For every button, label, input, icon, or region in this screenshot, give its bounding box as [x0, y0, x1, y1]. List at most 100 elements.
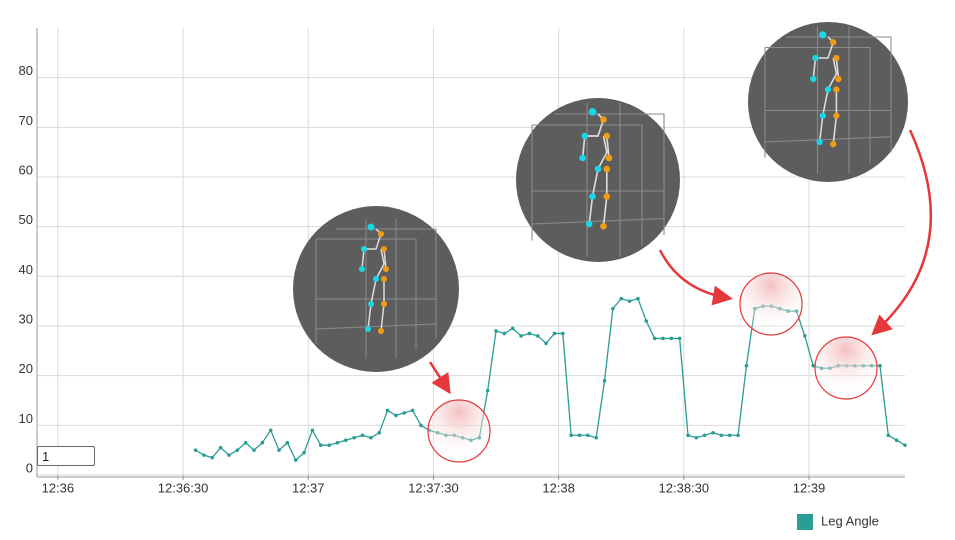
point: [636, 296, 640, 301]
pose-images: [293, 22, 908, 372]
point: [344, 438, 348, 443]
highlights: [427, 272, 878, 463]
point: [369, 435, 373, 440]
point: [494, 329, 498, 333]
point: [402, 411, 407, 415]
point: [677, 336, 682, 341]
point: [602, 378, 607, 383]
point: [485, 388, 490, 393]
x-tick-label: 12:36: [42, 480, 75, 495]
x-tick-label: 12:37:30: [408, 480, 459, 495]
point: [218, 445, 223, 450]
point: [878, 363, 882, 368]
point: [903, 443, 907, 448]
point: [510, 326, 515, 331]
y-tick-label: 30: [19, 311, 33, 326]
legend-label: Leg Angle: [821, 513, 879, 528]
point: [302, 450, 306, 455]
point: [519, 334, 523, 338]
highlight-circle: [814, 336, 878, 400]
point: [360, 433, 365, 438]
range-input[interactable]: 1: [37, 446, 95, 466]
pose-image: [293, 206, 459, 372]
point: [561, 331, 565, 336]
point: [394, 413, 398, 418]
point: [377, 430, 381, 435]
point: [318, 443, 323, 448]
point: [310, 428, 315, 433]
point: [627, 299, 632, 303]
point: [527, 331, 532, 336]
x-tick-label: 12:39: [793, 480, 826, 495]
point: [569, 433, 573, 438]
x-tick-label: 12:38:30: [659, 480, 710, 495]
point: [202, 453, 206, 457]
y-tick-label: 60: [19, 162, 33, 177]
point: [594, 435, 598, 440]
y-tick-label: 20: [19, 361, 33, 376]
point: [586, 433, 590, 438]
y-tick-label: 0: [26, 460, 33, 475]
arrow: [658, 249, 733, 306]
point: [335, 440, 340, 445]
point: [736, 433, 740, 438]
x-tick-label: 12:36:30: [158, 480, 209, 495]
point: [744, 363, 749, 368]
point: [686, 433, 690, 438]
point: [277, 448, 281, 452]
arrow: [871, 129, 933, 336]
point: [210, 455, 215, 460]
point: [227, 453, 231, 457]
y-tick-label: 50: [19, 212, 33, 227]
point: [193, 448, 198, 452]
point: [694, 435, 699, 440]
point: [811, 363, 815, 368]
point: [577, 433, 582, 438]
point: [719, 433, 724, 438]
point: [243, 440, 248, 445]
point: [669, 336, 674, 341]
point: [661, 336, 665, 341]
legend: Leg Angle: [797, 513, 879, 530]
point: [552, 331, 557, 336]
point: [252, 448, 256, 452]
legend-swatch: [797, 514, 813, 530]
point: [711, 430, 715, 435]
point: [385, 408, 390, 413]
point: [894, 438, 899, 443]
y-tick-label: 10: [19, 411, 33, 426]
highlight-circle: [427, 399, 491, 463]
point: [644, 319, 649, 323]
highlight-circle: [739, 272, 803, 336]
y-tick-label: 80: [19, 63, 33, 78]
point: [419, 423, 423, 428]
point: [285, 440, 290, 445]
point: [235, 448, 240, 452]
arrows: [428, 129, 933, 395]
point: [886, 433, 891, 438]
x-tick-label: 12:38: [542, 480, 575, 495]
point: [544, 341, 548, 346]
point: [611, 306, 615, 311]
arrow: [428, 361, 451, 395]
point: [327, 443, 331, 448]
point: [535, 334, 540, 338]
point: [268, 428, 273, 433]
y-tick-label: 70: [19, 113, 33, 128]
point: [803, 334, 807, 338]
point: [702, 433, 707, 438]
point: [410, 408, 415, 413]
pose-image: [516, 98, 680, 262]
y-tick-label: 40: [19, 262, 33, 277]
point: [652, 336, 657, 341]
point: [293, 458, 298, 462]
point: [352, 435, 356, 440]
point: [260, 440, 265, 445]
x-tick-label: 12:37: [292, 480, 325, 495]
point: [502, 331, 507, 336]
point: [619, 296, 624, 301]
pose-image: [748, 22, 908, 182]
point: [727, 433, 732, 438]
